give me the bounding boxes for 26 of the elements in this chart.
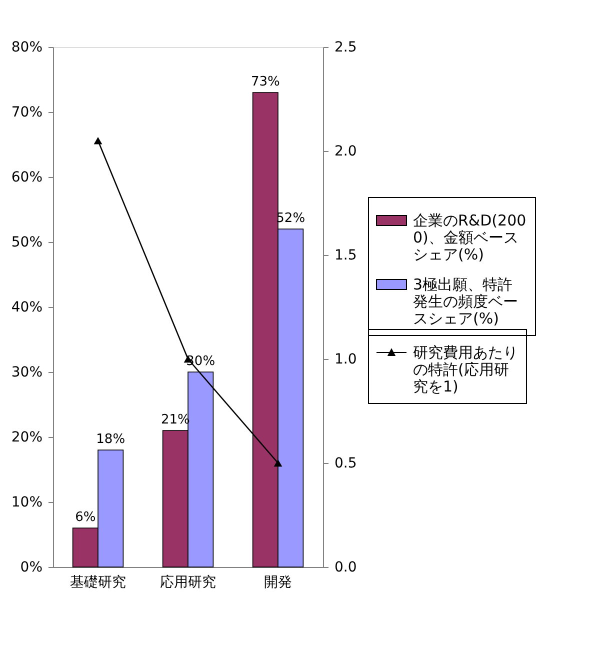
x-tick-label: 開発 [264,574,292,590]
y-tick-label: 80% [11,40,42,56]
y-tick-label: 30% [11,364,42,380]
x-tick-label: 応用研究 [160,574,216,590]
point [94,136,102,144]
y2-tick-label: 0.5 [334,456,357,472]
data-label: 18% [96,432,126,447]
y2-tick-label: 2.0 [334,144,357,160]
y2-tick-label: 0.0 [334,560,357,576]
y-tick-label: 0% [20,560,42,576]
point [274,459,282,467]
y2-tick-label: 1.5 [334,248,357,264]
x-tick-label: 基礎研究 [70,574,126,590]
y-tick-label: 60% [11,170,42,186]
y-tick-label: 10% [11,494,42,510]
legend-label: 研究費用あたりの特許(応用研究を1) [413,344,518,396]
data-label: 73% [250,74,280,90]
legend-label: 企業のR&D(2000)、金額ベースシェア(%) [413,212,526,264]
y2-tick-label: 1.0 [334,352,357,368]
y-tick-label: 70% [11,104,42,120]
y2-tick-label: 2.5 [334,40,357,56]
data-label: 6% [75,510,96,525]
y-tick-label: 20% [11,430,42,446]
y-tick-label: 40% [11,300,42,316]
legend-label: 3極出願、特許発生の頻度ベースシェア(%) [413,276,518,328]
y-tick-label: 50% [11,234,42,250]
